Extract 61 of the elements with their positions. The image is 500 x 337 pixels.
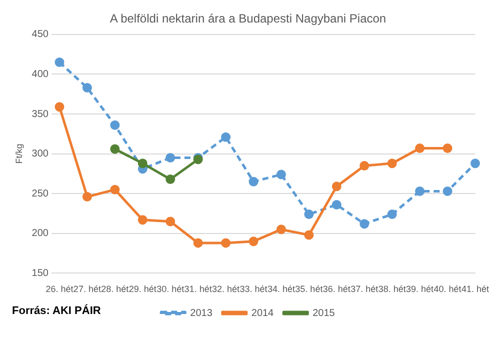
legend-label: 2015 <box>312 308 336 319</box>
point <box>221 238 231 248</box>
point <box>470 158 480 168</box>
point <box>248 176 258 186</box>
point <box>138 158 148 168</box>
point <box>166 174 176 184</box>
point <box>387 210 397 220</box>
chart-title: A belföldi nektarin ára a Budapesti Nagybani Piacon <box>110 12 386 26</box>
point <box>221 132 231 142</box>
y-tick-label: 400 <box>32 68 49 80</box>
point <box>304 230 314 240</box>
y-tick-label: 200 <box>32 228 49 240</box>
x-tick-label: 40. hét <box>434 284 462 294</box>
point <box>276 170 286 180</box>
point <box>360 160 370 170</box>
y-tick-label: 450 <box>32 29 49 40</box>
point <box>110 120 120 130</box>
point <box>110 144 120 154</box>
point <box>82 82 92 92</box>
point <box>54 102 64 112</box>
point <box>304 210 314 220</box>
x-tick-label: 37. hét <box>350 284 379 294</box>
text: Forrás: AKI PÁIR <box>12 304 101 317</box>
point <box>442 143 452 153</box>
legend-label: 2013 <box>190 308 213 319</box>
point <box>54 58 64 68</box>
x-tick-label: 30. hét <box>156 284 185 294</box>
point <box>82 192 92 202</box>
x-tick-label: 33. hét <box>240 284 268 294</box>
x-tick-label: 32. hét <box>212 284 240 294</box>
point <box>166 153 176 163</box>
x-tick-label: 41. hét <box>461 284 490 294</box>
y-axis-title: Ft/kg <box>14 144 24 164</box>
x-tick-label: 27. hét <box>73 284 102 294</box>
point <box>193 238 203 248</box>
x-tick-label: 28. hét <box>101 284 130 294</box>
x-tick-label: 31. hét <box>184 284 212 294</box>
x-tick-label: 39. hét <box>406 284 434 294</box>
x-tick-label: 29. hét <box>128 284 157 294</box>
point <box>415 143 425 153</box>
point <box>387 158 397 168</box>
x-tick-label: 26. hét <box>46 284 74 294</box>
point <box>332 182 342 192</box>
point <box>332 200 342 210</box>
point <box>138 215 148 225</box>
legend-label: 2014 <box>251 308 274 319</box>
x-tick-label: 35. hét <box>295 284 324 294</box>
point <box>248 236 258 246</box>
point <box>166 216 176 226</box>
point <box>360 219 370 229</box>
x-tick-label: 38. hét <box>378 284 406 294</box>
x-tick-label: 36. hét <box>322 284 351 294</box>
x-tick-label: 34. hét <box>267 284 296 294</box>
y-tick-label: 250 <box>32 188 49 200</box>
point <box>415 186 425 196</box>
y-tick-label: 150 <box>32 268 49 279</box>
y-tick-label: 350 <box>32 108 49 120</box>
point <box>442 186 452 196</box>
y-tick-label: 300 <box>32 148 49 160</box>
point <box>110 184 120 194</box>
point <box>276 224 286 234</box>
